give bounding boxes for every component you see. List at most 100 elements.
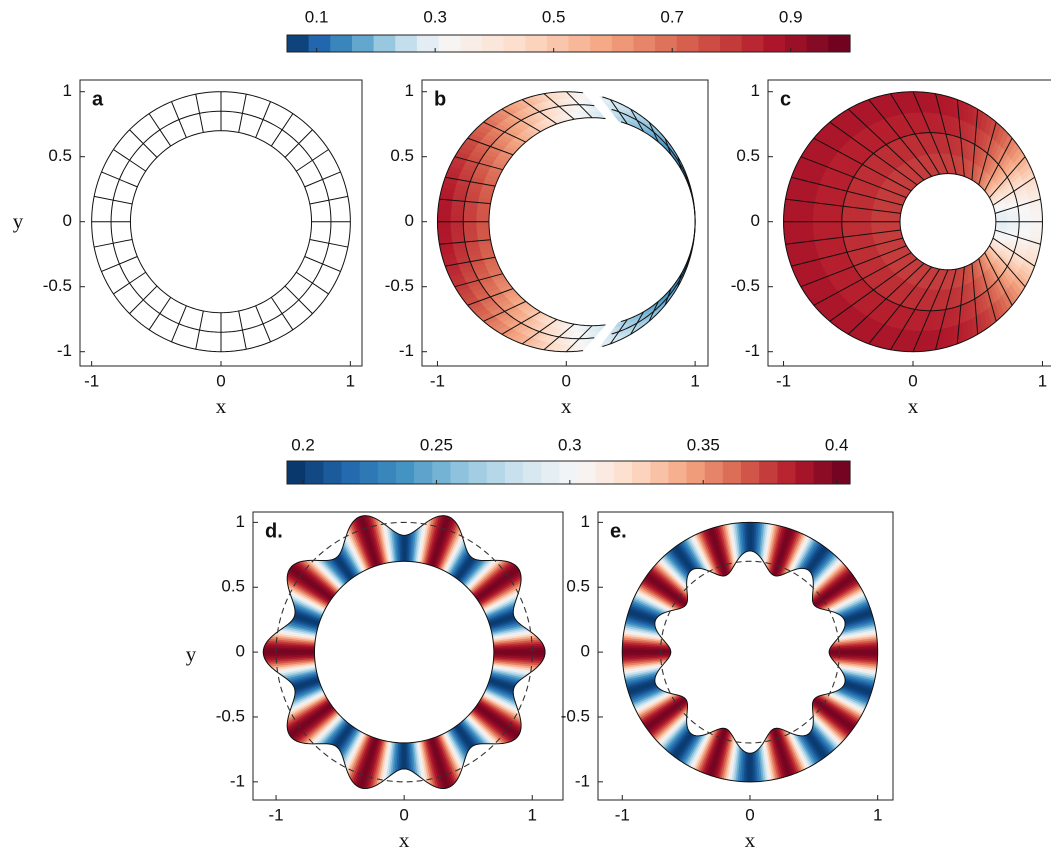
- colorbar-cell: [720, 35, 743, 52]
- mesh-circle: [129, 130, 313, 314]
- colorbar-cell: [450, 461, 470, 484]
- colorbar-cell: [655, 35, 678, 52]
- field-cell: [475, 221, 490, 227]
- mesh-spoke: [94, 195, 133, 205]
- colorbar-cell: [546, 35, 570, 52]
- colorbar-cell: [460, 35, 483, 52]
- x-tick-label: 1: [346, 371, 355, 390]
- mesh-spoke: [270, 297, 294, 331]
- mesh-spoke: [270, 113, 294, 147]
- panel-label: a: [92, 88, 104, 110]
- colorbar-tick-label: 0.7: [660, 7, 684, 26]
- x-tick-label: 0: [908, 371, 917, 390]
- x-axis-label: x: [399, 828, 410, 852]
- colorbar-cell: [351, 35, 375, 52]
- x-tick-label: 1: [690, 371, 699, 390]
- colorbar-cell: [481, 35, 505, 52]
- x-tick-label: -1: [84, 371, 99, 390]
- mesh-spoke: [101, 171, 138, 188]
- x-tick-label: -1: [776, 371, 791, 390]
- colorbar-cell: [632, 461, 651, 484]
- field-cell: [1007, 221, 1020, 226]
- colorbar-cell: [722, 461, 742, 484]
- colorbar-cell: [795, 461, 815, 484]
- x-tick-label: -1: [615, 805, 630, 824]
- x-tick-label: 0: [745, 805, 754, 824]
- colorbar-cell: [308, 35, 331, 52]
- colorbar-cell: [377, 461, 397, 484]
- colorbar-cell: [305, 461, 324, 484]
- mesh-spoke: [238, 310, 247, 350]
- field-cell: [437, 221, 451, 228]
- field-cell: [475, 211, 490, 218]
- field-cell: [450, 221, 464, 228]
- panel-label: c: [780, 88, 791, 110]
- mesh-spoke: [148, 113, 172, 147]
- y-tick-label: -1: [57, 341, 72, 360]
- colorbar-tick-label: 0.2: [291, 435, 315, 454]
- x-tick-label: 0: [216, 371, 225, 390]
- field-cell: [967, 103, 974, 126]
- mesh-spoke: [171, 101, 187, 138]
- y-tick-label: 0: [63, 211, 72, 230]
- colorbar-cell: [595, 461, 615, 484]
- field: [783, 91, 1043, 353]
- mesh-spoke: [284, 285, 313, 314]
- mesh-arc: [620, 121, 696, 323]
- y-tick-label: 0: [751, 211, 760, 230]
- boundary: [262, 515, 546, 790]
- mesh-arc: [899, 173, 997, 271]
- mesh-arc: [841, 132, 1020, 312]
- colorbar-cell: [698, 35, 721, 52]
- colorbar-cell: [686, 461, 706, 484]
- mesh-spoke: [129, 285, 158, 314]
- field-cell: [963, 301, 969, 324]
- y-tick-label: -0.5: [561, 706, 590, 725]
- colorbar-cell: [525, 35, 548, 52]
- field-cell: [476, 206, 491, 213]
- colorbar-cell: [287, 35, 310, 52]
- colorbar-cell: [432, 461, 452, 484]
- colorbar-cell: [577, 461, 597, 484]
- mesh-arc: [783, 91, 1043, 353]
- field-cell: [1030, 221, 1043, 228]
- x-tick-label: -1: [430, 371, 445, 390]
- colorbar-frame: [286, 34, 851, 53]
- mesh-spoke: [113, 271, 146, 295]
- mesh-spoke: [101, 256, 138, 272]
- panel-label: b: [434, 88, 446, 110]
- x-tick-label: 0: [562, 371, 571, 390]
- y-tick-label: 1: [63, 81, 72, 100]
- mesh-arc: [602, 96, 696, 347]
- mesh-arc: [488, 221, 606, 327]
- boundary: [654, 550, 846, 754]
- field-cell: [783, 215, 814, 222]
- mesh-spoke: [113, 149, 146, 172]
- panel-label: e.: [610, 520, 627, 542]
- reference-circle: [275, 521, 533, 783]
- colorbar-cell: [676, 35, 700, 52]
- colorbar-cell: [287, 461, 306, 484]
- mesh-spoke: [129, 129, 158, 158]
- colorbar-tick-label: 0.4: [825, 435, 849, 454]
- mesh-spoke: [195, 310, 204, 350]
- y-tick-label: -1: [745, 341, 760, 360]
- field-cell: [437, 215, 451, 222]
- colorbar-cell: [759, 461, 778, 484]
- mesh-spoke: [309, 238, 348, 248]
- colorbar-cell: [777, 461, 797, 484]
- colorbar-tick-label: 0.25: [420, 435, 453, 454]
- colorbar-cell: [611, 35, 635, 52]
- y-tick-label: -1: [230, 771, 245, 790]
- colorbar-cell: [416, 35, 440, 52]
- colorbar-cell: [568, 35, 591, 52]
- field-cell: [747, 752, 751, 783]
- field-cell: [437, 226, 452, 234]
- mesh-arc: [462, 221, 595, 340]
- mesh-spoke: [255, 101, 271, 138]
- field-cell: [1018, 221, 1032, 227]
- x-axis-label: x: [745, 828, 756, 852]
- field: [621, 521, 879, 783]
- colorbar-cell: [541, 461, 561, 484]
